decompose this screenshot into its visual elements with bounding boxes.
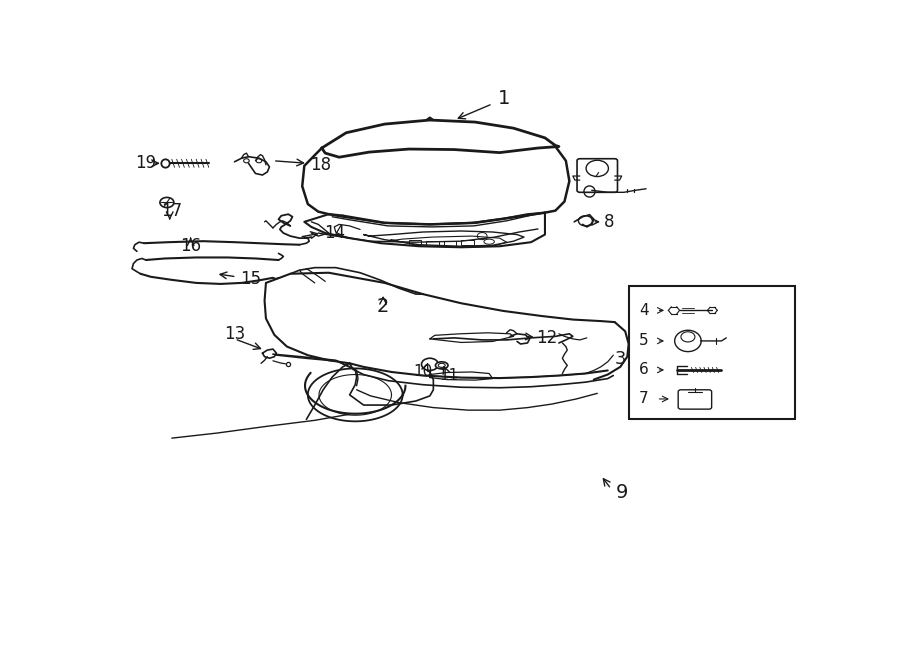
Circle shape bbox=[421, 358, 438, 370]
Text: 3: 3 bbox=[615, 350, 626, 368]
Text: 15: 15 bbox=[240, 270, 261, 288]
Text: 18: 18 bbox=[310, 156, 331, 174]
Bar bbox=[444, 241, 456, 246]
Bar bbox=[409, 240, 421, 245]
Text: 8: 8 bbox=[604, 213, 615, 231]
Text: 13: 13 bbox=[224, 325, 245, 343]
Text: 4: 4 bbox=[639, 303, 649, 318]
Text: 19: 19 bbox=[135, 154, 157, 173]
Text: 6: 6 bbox=[639, 362, 649, 377]
Text: 9: 9 bbox=[616, 483, 628, 502]
Text: 14: 14 bbox=[324, 224, 345, 242]
Text: 1: 1 bbox=[499, 89, 510, 108]
Text: 16: 16 bbox=[180, 237, 202, 255]
Text: 12: 12 bbox=[536, 329, 557, 347]
Text: 7: 7 bbox=[639, 391, 649, 407]
Ellipse shape bbox=[436, 362, 448, 369]
Bar bbox=[628, 286, 795, 419]
Text: 10: 10 bbox=[413, 364, 433, 379]
Bar bbox=[427, 241, 439, 246]
Text: 5: 5 bbox=[639, 333, 649, 348]
Text: 17: 17 bbox=[161, 202, 183, 219]
Text: 2: 2 bbox=[377, 297, 390, 317]
Text: 11: 11 bbox=[439, 368, 458, 383]
Bar bbox=[461, 240, 473, 245]
